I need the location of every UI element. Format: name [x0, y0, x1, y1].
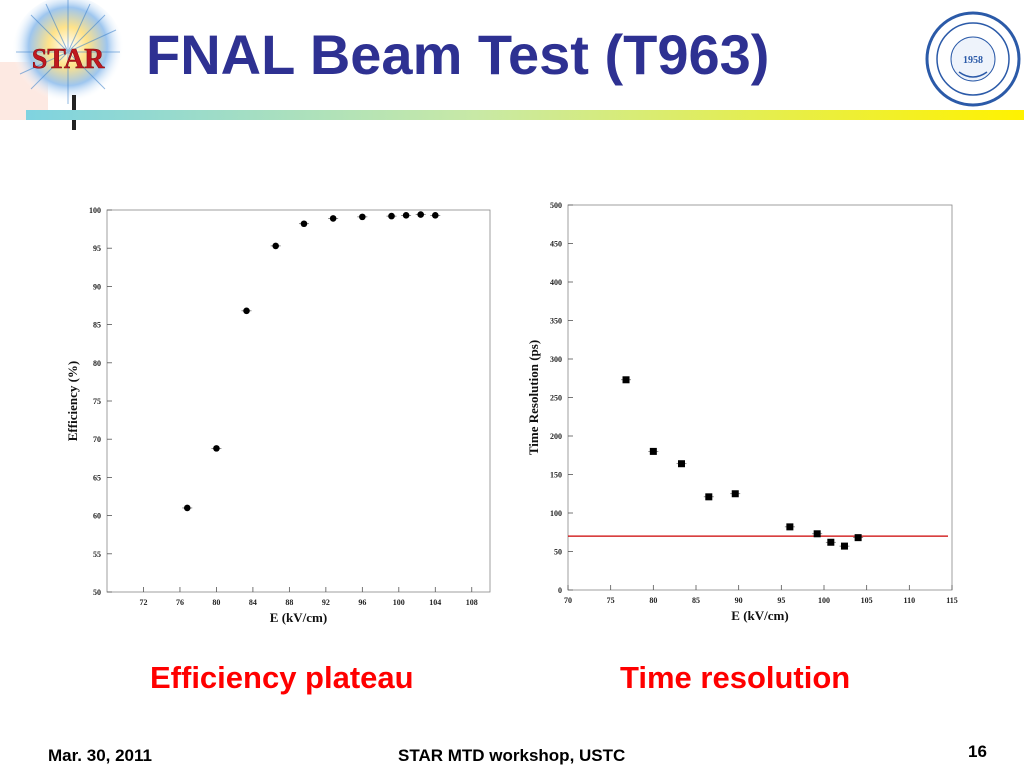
y-tick-label: 100: [89, 206, 101, 215]
y-tick-label: 400: [550, 278, 562, 287]
y-tick-label: 250: [550, 394, 562, 403]
x-tick-label: 110: [904, 596, 916, 605]
x-tick-label: 84: [249, 598, 257, 607]
y-tick-label: 150: [550, 471, 562, 480]
data-point: [813, 530, 821, 538]
y-tick-label: 70: [93, 435, 101, 444]
y-tick-label: 90: [93, 282, 101, 291]
y-tick-label: 200: [550, 432, 562, 441]
data-point: [431, 212, 439, 219]
x-tick-label: 90: [735, 596, 743, 605]
data-point: [183, 504, 191, 512]
x-axis-label: E (kV/cm): [270, 610, 327, 625]
x-tick-label: 95: [777, 596, 785, 605]
footer-date: Mar. 30, 2011: [48, 746, 152, 765]
x-tick-label: 104: [429, 598, 441, 607]
x-tick-label: 100: [818, 596, 830, 605]
slide-title: FNAL Beam Test (T963): [146, 23, 770, 86]
star-logo: STAR: [0, 0, 124, 130]
data-point: [359, 213, 366, 221]
x-tick-label: 80: [212, 598, 220, 607]
data-point: [622, 376, 630, 384]
x-tick-label: 108: [466, 598, 478, 607]
x-tick-label: 76: [176, 598, 184, 607]
y-axis-label: Efficiency (%): [65, 361, 80, 442]
data-point: [786, 523, 794, 531]
data-point: [854, 534, 862, 542]
data-point: [417, 211, 424, 218]
y-tick-label: 500: [550, 201, 562, 210]
y-tick-label: 95: [93, 244, 101, 253]
y-tick-label: 50: [554, 548, 562, 557]
data-point: [243, 307, 250, 315]
x-tick-label: 88: [285, 598, 293, 607]
plot-frame: [106, 209, 491, 593]
data-point: [272, 242, 280, 250]
x-tick-label: 105: [861, 596, 873, 605]
x-tick-label: 75: [607, 596, 615, 605]
x-tick-label: 100: [393, 598, 405, 607]
efficiency-chart: 72 76 80 84 88 92 96 100 104 108 50 55 60 65 70 75 80 85 9…: [65, 206, 491, 625]
title-underline: [26, 110, 1024, 120]
data-point: [300, 220, 308, 228]
x-tick-label: 96: [358, 598, 366, 607]
data-point: [677, 460, 685, 468]
y-tick-label: 100: [550, 509, 562, 518]
caption-efficiency: Efficiency plateau: [150, 660, 414, 695]
data-point: [329, 215, 337, 222]
x-tick-label: 80: [649, 596, 657, 605]
x-tick-label: 70: [564, 596, 572, 605]
page-number: 16: [968, 742, 987, 761]
x-axis-label: E (kV/cm): [731, 608, 788, 623]
data-point: [840, 542, 848, 550]
y-tick-label: 350: [550, 317, 562, 326]
y-tick-label: 300: [550, 355, 562, 364]
y-tick-label: 80: [93, 359, 101, 368]
y-tick-label: 0: [558, 586, 562, 595]
caption-time-resolution: Time resolution: [620, 660, 851, 695]
data-point: [731, 490, 739, 498]
data-point: [402, 212, 410, 219]
ustc-logo-year: 1958: [963, 55, 983, 66]
y-tick-label: 75: [93, 397, 101, 406]
y-tick-label: 65: [93, 473, 101, 482]
x-tick-label: 92: [322, 598, 330, 607]
data-point: [649, 447, 657, 455]
footer-event: STAR MTD workshop, USTC: [398, 746, 626, 765]
plot-frame: [567, 204, 953, 591]
x-tick-label: 72: [139, 598, 147, 607]
y-tick-label: 85: [93, 321, 101, 330]
star-logo-text: STAR: [32, 44, 105, 75]
y-tick-label: 450: [550, 240, 562, 249]
data-point: [213, 445, 220, 452]
data-point: [388, 212, 395, 220]
y-axis-label: Time Resolution (ps): [526, 340, 541, 455]
y-tick-label: 50: [93, 588, 101, 597]
x-tick-label: 115: [946, 596, 958, 605]
ustc-logo: 1958: [925, 11, 1021, 107]
x-tick-label: 85: [692, 596, 700, 605]
time-resolution-chart: 70 75 80 85 90 95 100 105 110 115 0 50 100 150 200 250 3…: [526, 201, 958, 623]
data-point: [827, 538, 835, 546]
data-point: [705, 493, 713, 501]
y-tick-label: 60: [93, 512, 101, 521]
y-tick-label: 55: [93, 550, 101, 559]
